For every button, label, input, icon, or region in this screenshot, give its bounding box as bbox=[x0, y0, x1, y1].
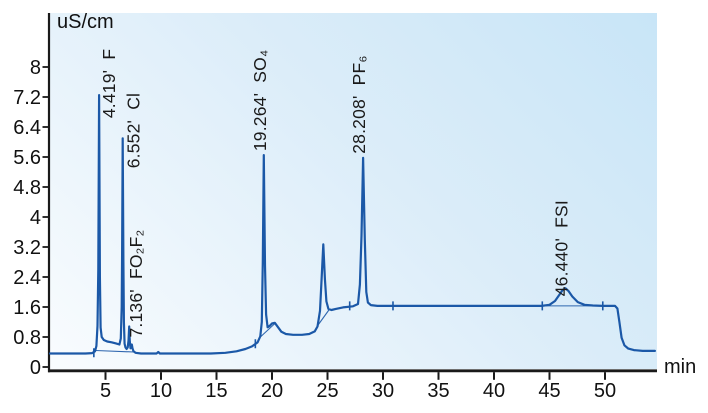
y-tick-label: 8 bbox=[30, 57, 41, 79]
peak-label: 46.440' FSI bbox=[551, 200, 571, 296]
x-tick-label: 35 bbox=[427, 380, 449, 402]
peak-label: 6.552' Cl bbox=[124, 93, 144, 168]
x-axis-unit-label: min bbox=[664, 356, 697, 378]
y-tick-label: 0 bbox=[30, 357, 41, 379]
y-tick-label: 5.6 bbox=[13, 147, 41, 169]
x-tick-label: 5 bbox=[100, 380, 111, 402]
x-tick-label: 10 bbox=[150, 380, 172, 402]
y-tick-label: 3.2 bbox=[13, 237, 41, 259]
integration-baseline bbox=[95, 349, 134, 353]
peak-label: 28.208' PF₆ bbox=[349, 55, 369, 153]
chromatogram-trace bbox=[48, 93, 657, 355]
x-tick-label: 45 bbox=[538, 380, 560, 402]
peak-label: 7.136' FO₂F₂ bbox=[126, 229, 146, 337]
y-tick-label: 2.4 bbox=[13, 267, 41, 289]
y-axis-unit-label: uS/cm bbox=[57, 11, 114, 33]
x-tick-label: 25 bbox=[316, 380, 338, 402]
y-tick-label: 4.8 bbox=[13, 177, 41, 199]
integration-baseline bbox=[259, 322, 276, 338]
peak-label: 4.419' F bbox=[99, 49, 119, 118]
y-tick-label: 7.2 bbox=[13, 87, 41, 109]
y-tick-label: 4 bbox=[30, 207, 41, 229]
x-tick-label: 40 bbox=[483, 380, 505, 402]
x-tick-label: 15 bbox=[205, 380, 227, 402]
x-tick-label: 50 bbox=[594, 380, 616, 402]
peak-label: 19.264' SO₄ bbox=[250, 50, 270, 151]
y-tick-label: 1.6 bbox=[13, 297, 41, 319]
integration-baseline bbox=[317, 309, 330, 326]
x-tick-label: 30 bbox=[372, 380, 394, 402]
x-tick-label: 20 bbox=[261, 380, 283, 402]
y-tick-label: 0.8 bbox=[13, 327, 41, 349]
y-tick-label: 6.4 bbox=[13, 117, 41, 139]
plot-area-background bbox=[50, 13, 657, 369]
